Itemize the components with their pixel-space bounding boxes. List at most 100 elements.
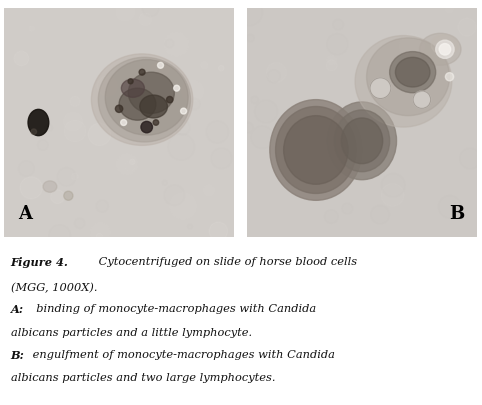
Circle shape <box>115 105 123 113</box>
Circle shape <box>267 63 286 82</box>
Circle shape <box>134 99 153 117</box>
Circle shape <box>149 215 162 228</box>
Circle shape <box>128 83 148 104</box>
Text: binding of monocyte-macrophages with Candida: binding of monocyte-macrophages with Can… <box>29 305 317 314</box>
Circle shape <box>160 189 166 195</box>
Text: albicans particles and a little lymphocyte.: albicans particles and a little lymphocy… <box>11 328 252 338</box>
Circle shape <box>445 72 454 81</box>
Circle shape <box>149 73 170 93</box>
Circle shape <box>254 100 278 123</box>
Circle shape <box>166 96 173 103</box>
Circle shape <box>170 193 197 220</box>
Circle shape <box>371 205 389 224</box>
Text: Cytocentrifuged on slide of horse blood cells: Cytocentrifuged on slide of horse blood … <box>95 257 358 267</box>
Circle shape <box>302 179 310 187</box>
Circle shape <box>283 30 304 50</box>
Circle shape <box>164 32 189 56</box>
Circle shape <box>120 119 127 126</box>
Circle shape <box>458 18 476 36</box>
Circle shape <box>14 51 29 66</box>
Ellipse shape <box>43 181 57 192</box>
Circle shape <box>113 41 140 68</box>
Circle shape <box>356 147 382 173</box>
Ellipse shape <box>28 109 49 136</box>
Circle shape <box>333 19 344 30</box>
Circle shape <box>268 70 281 83</box>
Circle shape <box>154 60 170 76</box>
Circle shape <box>142 0 159 17</box>
Circle shape <box>49 225 70 246</box>
Circle shape <box>439 196 461 218</box>
Circle shape <box>153 120 159 125</box>
Circle shape <box>20 214 41 236</box>
Text: albicans particles and two large lymphocytes.: albicans particles and two large lymphoc… <box>11 373 275 383</box>
Circle shape <box>370 78 391 98</box>
Circle shape <box>128 79 133 84</box>
Circle shape <box>242 122 254 133</box>
Circle shape <box>71 173 78 180</box>
Text: B: B <box>450 205 465 223</box>
Circle shape <box>172 156 190 174</box>
Circle shape <box>307 34 334 60</box>
Circle shape <box>413 91 430 108</box>
Ellipse shape <box>419 33 461 65</box>
Circle shape <box>70 96 80 106</box>
Circle shape <box>387 21 410 44</box>
Circle shape <box>187 224 192 229</box>
Ellipse shape <box>140 95 167 118</box>
Circle shape <box>164 185 185 205</box>
Circle shape <box>130 159 135 164</box>
Circle shape <box>333 115 351 133</box>
Circle shape <box>90 222 110 243</box>
Circle shape <box>31 129 37 134</box>
Circle shape <box>51 190 65 204</box>
Circle shape <box>175 120 190 135</box>
Circle shape <box>128 5 142 18</box>
Circle shape <box>290 124 315 149</box>
Circle shape <box>446 15 472 40</box>
Circle shape <box>349 19 356 25</box>
Circle shape <box>418 152 435 169</box>
Circle shape <box>164 83 172 91</box>
Circle shape <box>385 67 406 88</box>
Circle shape <box>53 82 61 90</box>
Circle shape <box>64 112 82 131</box>
Ellipse shape <box>92 54 193 145</box>
Circle shape <box>272 58 295 81</box>
Text: B:: B: <box>11 350 25 361</box>
Circle shape <box>212 75 228 90</box>
Circle shape <box>211 148 232 169</box>
Text: A: A <box>18 205 32 223</box>
Ellipse shape <box>283 116 348 184</box>
Circle shape <box>189 98 200 110</box>
Circle shape <box>11 11 25 26</box>
Ellipse shape <box>341 118 383 164</box>
Circle shape <box>326 156 344 174</box>
Circle shape <box>445 4 454 13</box>
Circle shape <box>88 123 111 145</box>
Circle shape <box>209 222 228 241</box>
Circle shape <box>206 121 228 143</box>
Circle shape <box>116 21 140 45</box>
Text: Figure 4.: Figure 4. <box>11 257 68 268</box>
Circle shape <box>187 205 206 224</box>
Text: engulfment of monocyte-macrophages with Candida: engulfment of monocyte-macrophages with … <box>29 350 335 360</box>
Circle shape <box>35 16 59 40</box>
Circle shape <box>141 122 152 133</box>
Circle shape <box>460 148 481 169</box>
Circle shape <box>326 60 337 71</box>
Circle shape <box>463 89 469 96</box>
Ellipse shape <box>355 36 452 127</box>
Circle shape <box>97 76 117 96</box>
Circle shape <box>203 185 214 196</box>
Ellipse shape <box>98 57 190 142</box>
Ellipse shape <box>367 38 450 116</box>
Circle shape <box>201 62 208 69</box>
Circle shape <box>399 34 425 59</box>
Circle shape <box>139 69 145 75</box>
Circle shape <box>14 197 35 217</box>
Ellipse shape <box>395 57 430 87</box>
Circle shape <box>29 26 34 31</box>
Circle shape <box>107 132 114 139</box>
Circle shape <box>381 183 404 206</box>
